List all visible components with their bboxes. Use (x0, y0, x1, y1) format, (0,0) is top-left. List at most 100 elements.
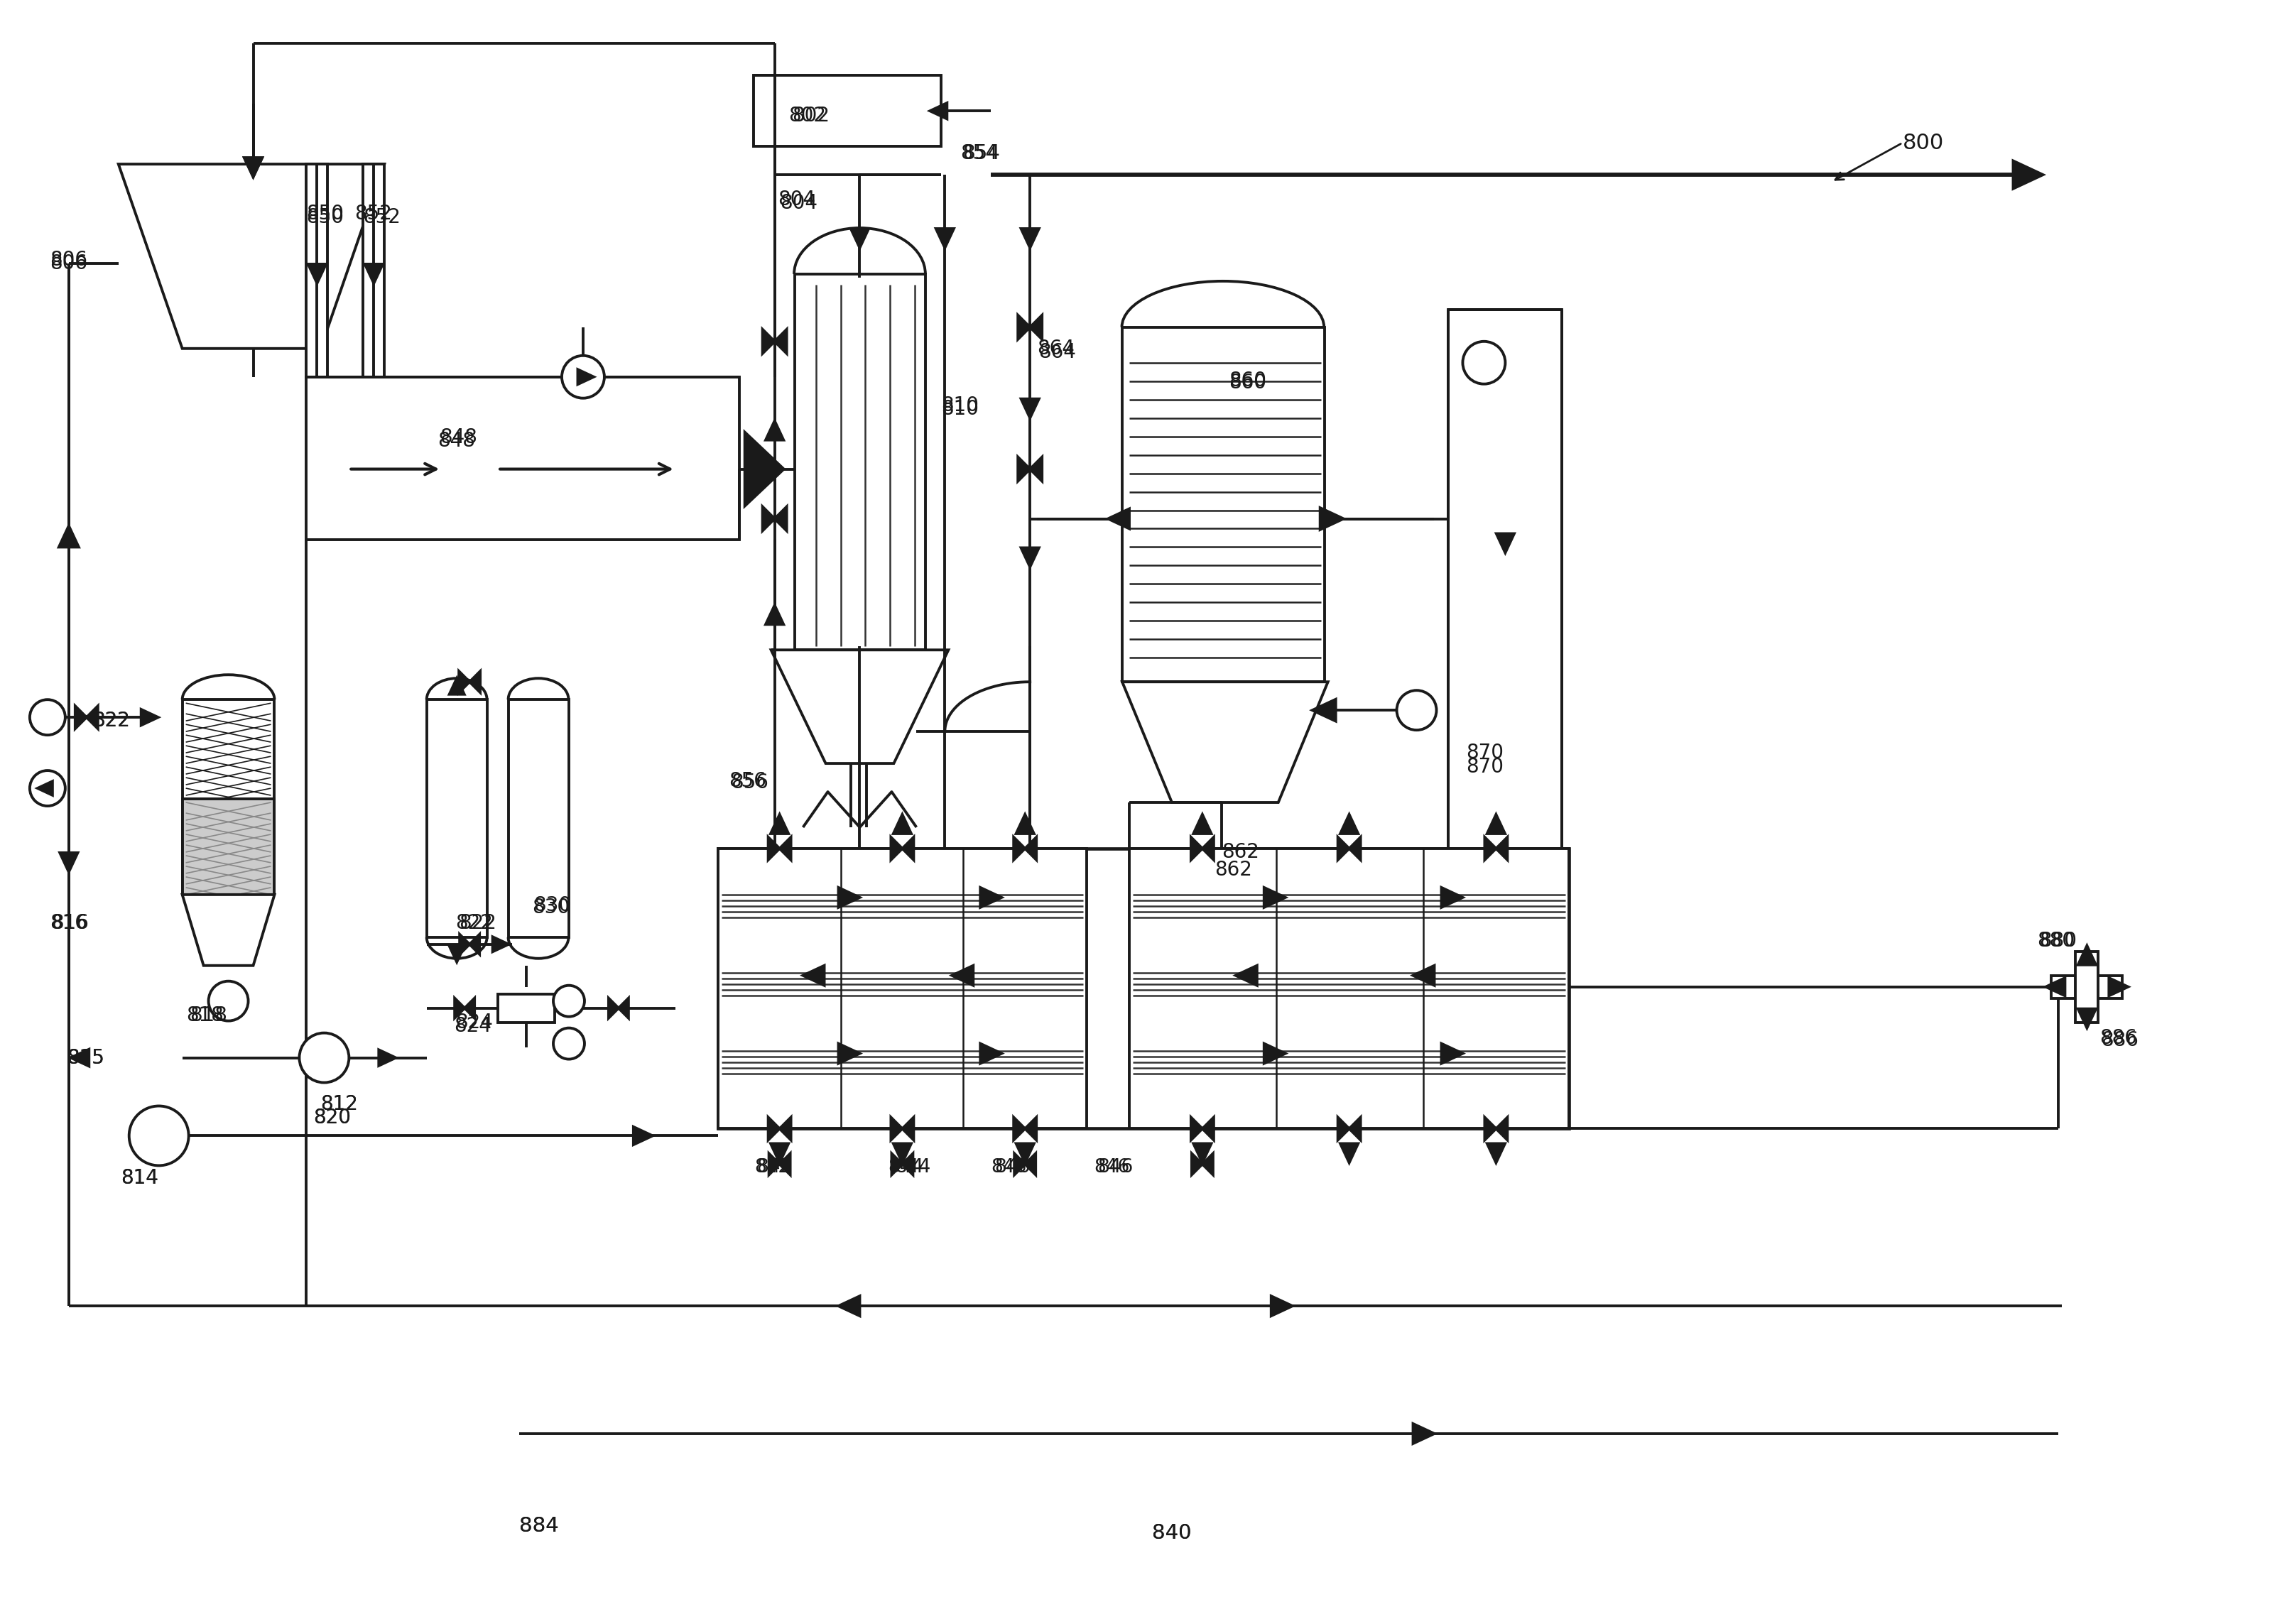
Polygon shape (769, 1117, 792, 1140)
Text: 848: 848 (440, 427, 477, 447)
Text: 864: 864 (1038, 343, 1077, 362)
Polygon shape (37, 781, 52, 796)
Polygon shape (936, 229, 954, 248)
Polygon shape (892, 815, 911, 833)
Polygon shape (2079, 1009, 2095, 1028)
Polygon shape (762, 507, 787, 531)
Bar (306, 164, 329, 377)
Text: 860: 860 (1228, 370, 1267, 390)
Polygon shape (609, 999, 628, 1018)
Polygon shape (379, 1049, 395, 1065)
Polygon shape (1497, 534, 1515, 552)
Text: 840: 840 (1152, 1523, 1191, 1543)
Polygon shape (1020, 400, 1038, 417)
Text: 850: 850 (306, 208, 345, 227)
Text: 800: 800 (1903, 133, 1944, 153)
Polygon shape (577, 369, 593, 385)
Text: 884: 884 (520, 1515, 559, 1536)
Polygon shape (1271, 1296, 1292, 1315)
Text: 846: 846 (990, 1158, 1027, 1177)
Text: 844: 844 (895, 1158, 931, 1177)
Bar (753, 75, 940, 146)
Circle shape (552, 1028, 584, 1059)
Text: 842: 842 (755, 1158, 790, 1177)
Polygon shape (767, 606, 783, 624)
Polygon shape (141, 710, 157, 726)
Bar (1449, 310, 1561, 848)
Polygon shape (1235, 966, 1257, 986)
Polygon shape (767, 421, 783, 440)
Polygon shape (1018, 315, 1043, 339)
Polygon shape (892, 1153, 913, 1174)
Polygon shape (2045, 978, 2065, 996)
Polygon shape (837, 1296, 860, 1315)
Polygon shape (851, 229, 869, 248)
Polygon shape (244, 158, 262, 177)
Bar (719, 848, 1086, 1129)
Polygon shape (2079, 945, 2095, 965)
Polygon shape (771, 815, 790, 833)
Text: 870: 870 (1467, 742, 1504, 763)
Polygon shape (1486, 1117, 1508, 1140)
Text: 842: 842 (758, 1158, 792, 1177)
Polygon shape (981, 888, 1002, 908)
Text: 820: 820 (313, 1108, 351, 1129)
Circle shape (552, 986, 584, 1017)
Polygon shape (890, 838, 913, 859)
Polygon shape (459, 671, 479, 692)
Polygon shape (1413, 1424, 1435, 1444)
Polygon shape (2109, 978, 2129, 996)
Text: 816: 816 (50, 913, 87, 932)
Text: 806: 806 (50, 250, 87, 270)
Circle shape (561, 356, 605, 398)
Text: 886: 886 (2102, 1030, 2138, 1051)
Polygon shape (1109, 508, 1130, 529)
Polygon shape (837, 888, 860, 908)
Text: 850: 850 (306, 205, 345, 224)
Polygon shape (2077, 952, 2099, 1021)
Circle shape (1463, 341, 1506, 383)
Polygon shape (71, 1049, 89, 1067)
Polygon shape (450, 679, 463, 695)
Polygon shape (892, 1143, 911, 1163)
Polygon shape (1442, 888, 1463, 908)
Text: 812: 812 (319, 1095, 358, 1114)
Polygon shape (459, 934, 479, 955)
Text: 804: 804 (778, 190, 815, 209)
Text: 880: 880 (2038, 931, 2074, 950)
Text: 848: 848 (438, 430, 475, 450)
Circle shape (208, 981, 249, 1021)
Bar (306, 377, 739, 541)
Polygon shape (744, 432, 783, 507)
Polygon shape (1337, 838, 1360, 859)
Text: 830: 830 (534, 895, 570, 916)
Polygon shape (308, 265, 326, 283)
Circle shape (299, 1033, 349, 1083)
Polygon shape (771, 650, 949, 763)
Text: 814: 814 (121, 1168, 157, 1189)
Polygon shape (1264, 888, 1285, 908)
Polygon shape (1340, 1143, 1358, 1163)
Text: 856: 856 (730, 773, 769, 793)
Text: 846: 846 (1093, 1158, 1130, 1177)
Bar (1130, 848, 1570, 1129)
Text: 870: 870 (1467, 757, 1504, 776)
Polygon shape (1123, 682, 1328, 802)
Text: 840: 840 (1152, 1523, 1191, 1543)
Text: 818: 818 (189, 1005, 226, 1025)
Polygon shape (244, 158, 262, 177)
Polygon shape (454, 999, 475, 1018)
Polygon shape (1191, 1153, 1214, 1174)
Text: 824: 824 (454, 1017, 491, 1036)
Text: 822: 822 (91, 711, 130, 731)
Polygon shape (931, 102, 947, 119)
Text: 886: 886 (2099, 1028, 2138, 1047)
Bar (1123, 326, 1324, 682)
Polygon shape (119, 164, 383, 349)
Bar (427, 700, 488, 937)
Bar (183, 700, 274, 895)
Text: 816: 816 (50, 913, 89, 932)
Polygon shape (1488, 1143, 1506, 1163)
Polygon shape (1488, 815, 1506, 833)
Polygon shape (769, 1153, 790, 1174)
